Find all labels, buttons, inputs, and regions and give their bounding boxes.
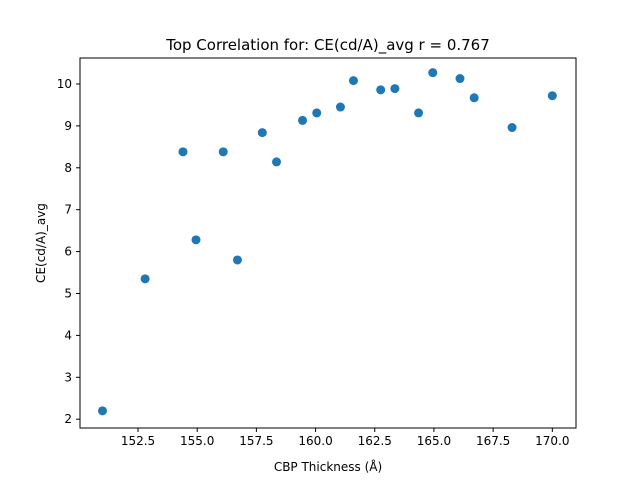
- y-tick-label: 6: [64, 245, 72, 259]
- data-point: [218, 147, 228, 157]
- x-tick-label: 155.0: [180, 434, 214, 448]
- data-point: [312, 108, 322, 118]
- data-point: [348, 76, 358, 86]
- x-axis-label: CBP Thickness (Å): [274, 459, 382, 474]
- chart-title: Top Correlation for: CE(cd/A)_avg r = 0.…: [165, 36, 490, 55]
- y-tick-label: 7: [64, 203, 72, 217]
- data-point: [97, 406, 107, 416]
- data-point: [547, 91, 557, 101]
- y-tick-label: 3: [64, 370, 72, 384]
- data-point: [428, 68, 438, 78]
- x-tick-label: 170.0: [535, 434, 569, 448]
- data-point: [335, 102, 345, 112]
- x-tick-label: 167.5: [476, 434, 510, 448]
- y-tick-label: 8: [64, 161, 72, 175]
- y-tick-label: 2: [64, 412, 72, 426]
- data-point: [232, 255, 242, 265]
- plot-area: 152.5 155.0 157.5 160.0 162.5 165.0 167.5 170.0…: [57, 57, 577, 448]
- x-axis: 152.5 155.0 157.5 160.0 162.5 165.0 167.5 170.0: [121, 428, 570, 448]
- x-tick-label: 157.5: [239, 434, 273, 448]
- data-point: [191, 235, 201, 245]
- x-tick-label: 162.5: [358, 434, 392, 448]
- y-tick-label: 10: [57, 77, 72, 91]
- data-point: [298, 115, 308, 125]
- x-tick-label: 152.5: [121, 434, 155, 448]
- data-point: [272, 157, 282, 167]
- data-point: [257, 128, 267, 138]
- data-point: [469, 93, 479, 103]
- y-axis: 2 3 4 5 6 7 8 9 10: [57, 77, 80, 426]
- y-tick-label: 4: [64, 328, 72, 342]
- axes-frame: [79, 57, 577, 429]
- y-tick-label: 9: [64, 119, 72, 133]
- data-point: [507, 123, 517, 133]
- y-tick-label: 5: [64, 286, 72, 300]
- data-point: [140, 274, 150, 284]
- x-tick-label: 160.0: [298, 434, 332, 448]
- data-point: [455, 74, 465, 84]
- data-point: [178, 147, 188, 157]
- data-points: [97, 68, 557, 416]
- data-point: [376, 85, 386, 95]
- data-point: [390, 84, 400, 94]
- y-axis-label: CE(cd/A)_avg: [34, 203, 48, 283]
- x-tick-label: 165.0: [417, 434, 451, 448]
- data-point: [414, 108, 424, 118]
